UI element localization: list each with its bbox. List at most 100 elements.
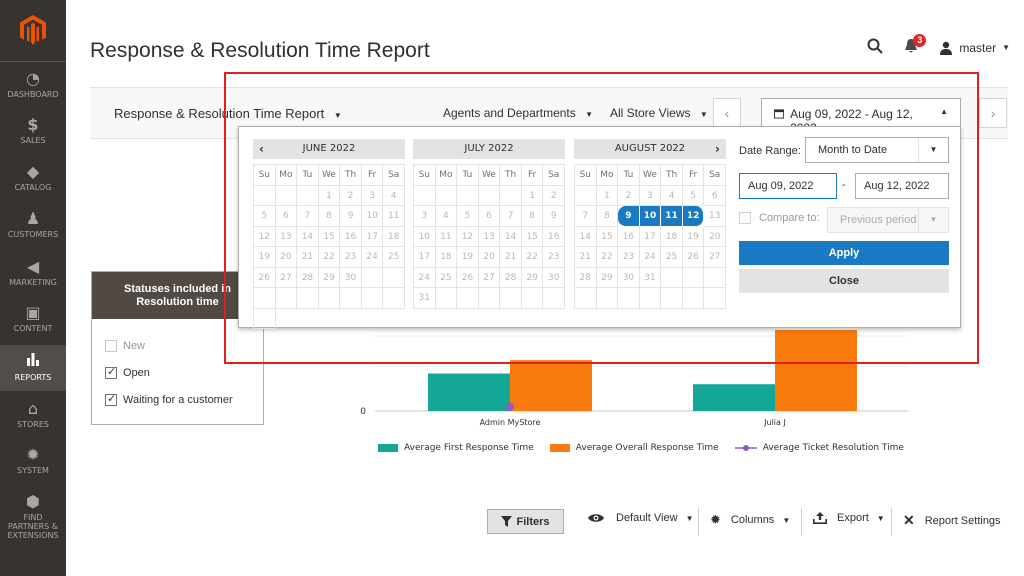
calendar-day[interactable]: 22 [596,247,619,268]
status-waiting-checkbox[interactable]: Waiting for a customer [105,392,233,406]
calendar-day[interactable]: 12 [682,206,705,227]
nav-system[interactable]: ✹ SYSTEM [0,446,66,482]
calendar-day[interactable]: 5 [457,206,479,227]
checkbox[interactable] [105,365,117,379]
calendar-day[interactable]: 5 [682,185,705,206]
status-open-checkbox[interactable]: Open [105,365,150,379]
calendar-day[interactable]: 2 [618,185,640,206]
report-settings-button[interactable]: ✕ Report Settings [903,512,1001,529]
report-switcher[interactable]: Response & Resolution Time Report ▼ [114,106,342,121]
calendar-day[interactable]: 27 [478,267,501,288]
calendar-day[interactable]: 18 [383,226,405,247]
calendar-day[interactable]: 6 [704,185,726,206]
calendar-day[interactable]: 22 [318,247,341,268]
calendar-day[interactable]: 5 [254,206,276,227]
calendar-day[interactable]: 23 [340,247,362,268]
calendar-day[interactable]: 2 [543,185,565,206]
calendar-day[interactable]: 16 [340,226,362,247]
calendar-day[interactable]: 22 [521,247,544,268]
calendar-day[interactable]: 20 [478,247,501,268]
calendar-day[interactable]: 28 [575,267,597,288]
prev-month-button[interactable]: ‹ [259,142,264,156]
calendar-day[interactable]: 4 [435,206,458,227]
columns-button[interactable]: ✹ Columns ▼ [710,512,790,528]
calendar-day[interactable]: 17 [639,226,662,247]
calendar-day[interactable]: 15 [596,226,619,247]
filters-button[interactable]: Filters [487,509,564,534]
calendar-day[interactable]: 2 [340,185,362,206]
next-period-button[interactable]: › [979,98,1007,128]
calendar-day[interactable]: 25 [435,267,458,288]
close-button[interactable]: Close [739,269,949,293]
calendar-day[interactable]: 31 [414,288,436,309]
calendar-day[interactable]: 10 [414,226,436,247]
nav-sales[interactable]: $ SALES [0,116,66,152]
calendar-day[interactable]: 9 [543,206,565,227]
calendar-day[interactable]: 29 [318,267,341,288]
calendar-day[interactable]: 24 [639,247,662,268]
calendar-day[interactable]: 21 [297,247,319,268]
user-menu[interactable]: master ▼ [939,41,1010,55]
calendar-day[interactable]: 24 [361,247,384,268]
calendar-day[interactable]: 11 [383,206,405,227]
checkbox[interactable] [105,340,117,352]
agents-select[interactable]: Agents and Departments ▼ [443,106,593,120]
calendar-day[interactable]: 23 [618,247,640,268]
calendar-day[interactable]: 11 [661,206,683,227]
calendar-day[interactable]: 26 [457,267,479,288]
calendar-day[interactable]: 3 [414,206,436,227]
calendar-day[interactable]: 1 [318,185,341,206]
calendar-day[interactable]: 29 [521,267,544,288]
calendar-day[interactable]: 26 [682,247,705,268]
calendar-day[interactable]: 11 [435,226,458,247]
calendar-day[interactable]: 28 [500,267,522,288]
calendar-day[interactable]: 23 [543,247,565,268]
calendar-day[interactable]: 14 [575,226,597,247]
calendar-day[interactable]: 10 [639,206,662,227]
from-date-input[interactable]: Aug 09, 2022 [739,173,837,199]
calendar-day[interactable]: 30 [618,267,640,288]
nav-find-partners[interactable]: ⬢ FIND PARTNERS & EXTENSIONS [0,493,66,541]
nav-dashboard[interactable]: ◔ DASHBOARD [0,70,66,106]
calendar-day[interactable]: 25 [383,247,405,268]
checkbox[interactable] [105,392,117,406]
calendar-day[interactable]: 15 [318,226,341,247]
next-month-button[interactable]: › [715,142,720,156]
calendar-day[interactable]: 30 [543,267,565,288]
calendar-day[interactable]: 6 [478,206,501,227]
nav-content[interactable]: ▣ CONTENT [0,304,66,340]
calendar-day[interactable]: 24 [414,267,436,288]
calendar-day[interactable]: 9 [618,206,640,227]
calendar-day[interactable]: 8 [318,206,341,227]
calendar-day[interactable]: 4 [661,185,683,206]
calendar-day[interactable]: 30 [340,267,362,288]
export-button[interactable]: Export ▼ [813,512,885,524]
calendar-day[interactable]: 28 [297,267,319,288]
calendar-day[interactable]: 13 [478,226,501,247]
calendar-day[interactable]: 19 [254,247,276,268]
nav-catalog[interactable]: ◆ CATALOG [0,163,66,199]
calendar-day[interactable]: 14 [500,226,522,247]
calendar-day[interactable]: 26 [254,267,276,288]
apply-button[interactable]: Apply [739,241,949,265]
compare-select[interactable]: Previous period ▼ [827,207,949,233]
calendar-day[interactable]: 25 [661,247,683,268]
calendar-day[interactable]: 18 [435,247,458,268]
status-new-checkbox[interactable]: New [105,340,145,352]
calendar-day[interactable]: 19 [682,226,705,247]
calendar-day[interactable]: 17 [361,226,384,247]
calendar-day[interactable]: 14 [297,226,319,247]
calendar-day[interactable]: 13 [704,206,726,227]
calendar-day[interactable]: 16 [543,226,565,247]
calendar-day[interactable]: 27 [275,267,298,288]
search-icon[interactable] [867,38,884,57]
compare-checkbox[interactable]: Compare to: [739,212,820,224]
calendar-day[interactable]: 18 [661,226,683,247]
store-views-select[interactable]: All Store Views ▼ [610,106,708,120]
calendar-day[interactable]: 7 [575,206,597,227]
calendar-day[interactable]: 27 [704,247,726,268]
calendar-day[interactable]: 7 [297,206,319,227]
prev-period-button[interactable]: ‹ [713,98,741,128]
magento-logo[interactable] [0,0,66,60]
calendar-day[interactable]: 1 [596,185,619,206]
